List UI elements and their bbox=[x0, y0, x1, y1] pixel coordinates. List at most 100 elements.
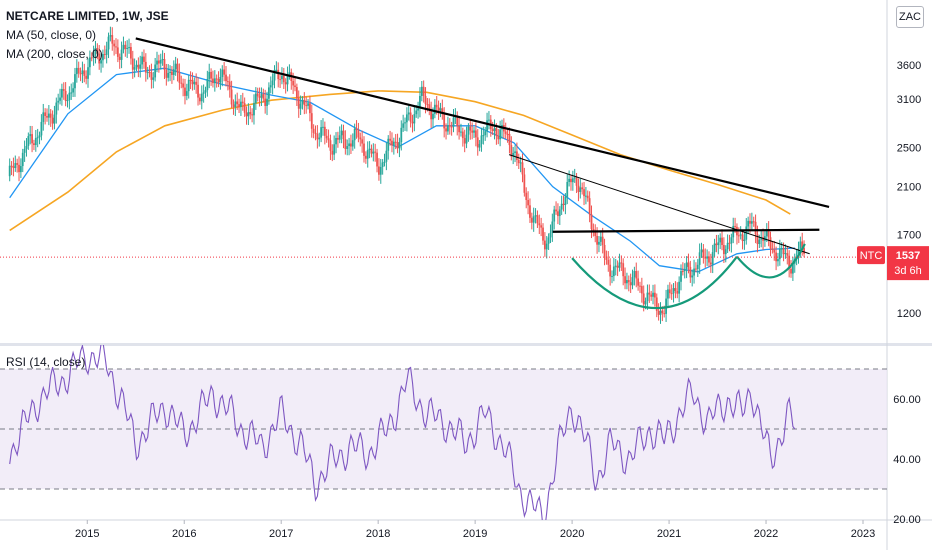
candle-body bbox=[258, 96, 261, 98]
candle-body bbox=[747, 220, 750, 227]
candle-body bbox=[156, 60, 158, 65]
candle-body bbox=[543, 240, 546, 250]
candle-body bbox=[19, 166, 22, 173]
candle-body bbox=[469, 126, 472, 131]
candle-body bbox=[366, 149, 369, 159]
candle-body bbox=[594, 230, 597, 236]
last-price-value: 1537 bbox=[896, 250, 920, 262]
candle-body bbox=[204, 90, 207, 93]
candle-body bbox=[180, 82, 183, 84]
candle-body bbox=[728, 242, 731, 244]
candle-body bbox=[782, 248, 785, 255]
ticker-label: NTC bbox=[860, 250, 883, 262]
candle-body bbox=[191, 79, 194, 85]
candle-body bbox=[730, 237, 733, 244]
candle-body bbox=[31, 134, 33, 144]
candle-body bbox=[225, 74, 227, 82]
candle-body bbox=[150, 72, 153, 80]
candle-body bbox=[161, 59, 164, 61]
candle-body bbox=[55, 102, 58, 115]
candle-body bbox=[202, 92, 205, 94]
candle-body bbox=[333, 144, 336, 155]
trendline-short bbox=[508, 154, 810, 255]
candle-body bbox=[157, 60, 160, 64]
candle-body bbox=[523, 174, 526, 193]
candle-body bbox=[307, 103, 309, 106]
candle-body bbox=[226, 81, 229, 83]
candle-body bbox=[329, 140, 332, 151]
candle-body bbox=[586, 195, 589, 199]
candle-body bbox=[64, 90, 67, 101]
candle-body bbox=[525, 192, 528, 201]
candle-body bbox=[189, 79, 192, 81]
candle-body bbox=[81, 70, 84, 74]
candle-body bbox=[198, 97, 201, 102]
legend-ma50: MA (50, close, 0) bbox=[6, 28, 97, 42]
candle-body bbox=[433, 104, 436, 114]
candle-body bbox=[637, 278, 640, 286]
candle-body bbox=[301, 99, 304, 104]
time-tick-label: 2021 bbox=[657, 528, 681, 540]
candle-body bbox=[665, 298, 667, 314]
candle-body bbox=[599, 236, 602, 242]
candle-body bbox=[25, 145, 28, 149]
price-tick-label: 2100 bbox=[897, 182, 921, 194]
candle-body bbox=[346, 146, 349, 149]
candle-body bbox=[411, 121, 414, 124]
candle-body bbox=[144, 61, 147, 73]
candle-body bbox=[549, 232, 552, 238]
candle-body bbox=[491, 129, 494, 131]
candle-body bbox=[461, 131, 464, 139]
candle-body bbox=[510, 145, 513, 157]
candle-body bbox=[327, 138, 330, 141]
candle-body bbox=[322, 126, 324, 128]
candle-body bbox=[394, 141, 397, 143]
candle-body bbox=[506, 133, 509, 135]
candle-body bbox=[351, 140, 354, 147]
time-tick-label: 2023 bbox=[851, 528, 875, 540]
candle-body bbox=[652, 292, 654, 297]
candle-body bbox=[639, 285, 641, 287]
candle-body bbox=[102, 54, 104, 61]
candle-body bbox=[206, 78, 209, 91]
candle-body bbox=[116, 47, 119, 57]
axes: 3600 3100 2500 2100 1700 1200 2015 2016 2017 2018… bbox=[75, 60, 929, 540]
candle-body bbox=[752, 221, 755, 223]
candle-body bbox=[154, 64, 157, 78]
candle-body bbox=[420, 86, 423, 96]
candle-body bbox=[219, 76, 222, 83]
candle-body bbox=[786, 253, 789, 256]
candle-body bbox=[105, 49, 108, 55]
candle-body bbox=[364, 155, 367, 159]
pane-separator bbox=[0, 343, 932, 346]
candle-body bbox=[281, 75, 283, 80]
trendline-long bbox=[135, 37, 830, 208]
candle-body bbox=[626, 280, 628, 284]
candle-body bbox=[760, 237, 763, 240]
candle-body bbox=[269, 85, 272, 88]
candle-body bbox=[126, 47, 129, 49]
candle-body bbox=[778, 248, 781, 260]
candle-body bbox=[551, 221, 554, 233]
candle-body bbox=[245, 112, 248, 117]
currency-badge[interactable]: ZAC bbox=[896, 6, 924, 28]
candle-body bbox=[624, 276, 626, 284]
candle-body bbox=[799, 241, 802, 249]
candle-body bbox=[473, 130, 475, 133]
candle-body bbox=[734, 225, 736, 227]
cup-curve bbox=[571, 256, 738, 310]
candle-body bbox=[437, 107, 440, 111]
candle-body bbox=[100, 60, 102, 64]
candle-body bbox=[404, 122, 406, 124]
candle-body bbox=[676, 290, 679, 294]
candle-body bbox=[256, 93, 259, 97]
candle-body bbox=[581, 187, 584, 190]
candle-body bbox=[777, 259, 779, 262]
candle-body bbox=[577, 185, 580, 192]
candle-body bbox=[650, 294, 653, 297]
candle-body bbox=[355, 128, 358, 131]
candle-body bbox=[46, 116, 48, 118]
candle-body bbox=[620, 262, 623, 264]
candle-body bbox=[92, 54, 95, 58]
